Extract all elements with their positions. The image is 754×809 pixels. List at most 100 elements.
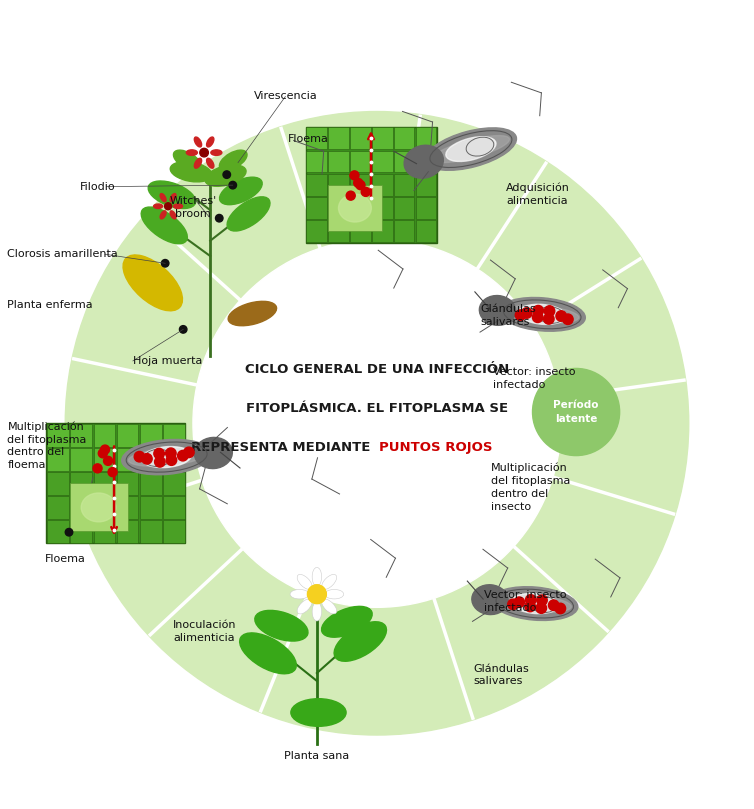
Ellipse shape [141,207,187,244]
Circle shape [356,180,365,189]
Bar [416,150,437,172]
Circle shape [166,448,176,459]
Bar [47,423,185,544]
Circle shape [103,456,112,465]
Circle shape [555,604,566,614]
Bar [70,424,92,447]
Bar [117,520,139,543]
Circle shape [514,597,525,608]
Ellipse shape [170,193,176,201]
Circle shape [556,311,566,321]
Text: FITOPLÁSMICA. EL FITOPLASMA SE: FITOPLÁSMICA. EL FITOPLASMA SE [246,402,508,415]
Bar [416,127,437,149]
Bar [306,127,326,149]
Ellipse shape [432,136,510,163]
Bar [48,424,69,447]
Ellipse shape [339,194,372,222]
Ellipse shape [446,137,496,162]
Text: Virescencia: Virescencia [253,91,317,101]
Circle shape [346,191,355,200]
Circle shape [537,595,547,605]
Bar [117,424,139,447]
Text: Hoja muerta: Hoja muerta [133,356,202,366]
Bar [394,150,415,172]
Bar [48,496,69,519]
Ellipse shape [321,607,372,637]
Ellipse shape [170,162,212,182]
Circle shape [166,455,176,465]
Ellipse shape [291,699,346,726]
Ellipse shape [195,438,232,468]
Bar [372,220,393,242]
Circle shape [522,307,532,318]
Text: Adquisición
alimenticia: Adquisición alimenticia [506,183,570,205]
Ellipse shape [160,193,166,201]
Ellipse shape [170,211,176,219]
Circle shape [179,325,187,333]
Ellipse shape [207,159,214,168]
Ellipse shape [149,181,195,209]
Bar [306,197,326,219]
Bar [394,174,415,196]
Circle shape [161,260,169,267]
Bar [394,127,415,149]
Circle shape [507,599,518,610]
Ellipse shape [297,574,312,590]
Ellipse shape [195,159,201,168]
Text: Glándulas
salivares: Glándulas salivares [474,663,529,686]
Bar [139,520,161,543]
Bar [328,174,348,196]
Circle shape [164,203,172,210]
Bar [163,448,185,471]
Ellipse shape [499,298,585,331]
Bar [372,174,393,196]
Bar [350,150,371,172]
Text: CICLO GENERAL DE UNA INFECCIÓN: CICLO GENERAL DE UNA INFECCIÓN [245,362,509,375]
Ellipse shape [480,295,516,325]
Bar [394,197,415,219]
Bar [327,184,382,231]
Bar [163,496,185,519]
Circle shape [66,528,72,536]
Circle shape [532,312,543,323]
Ellipse shape [240,633,296,674]
Ellipse shape [81,493,116,522]
Bar [372,197,393,219]
Ellipse shape [207,137,214,147]
Circle shape [154,448,164,459]
Bar [416,197,437,219]
Bar [350,197,371,219]
Circle shape [544,314,554,324]
Bar [48,520,69,543]
Bar [70,496,92,519]
Bar [328,220,348,242]
Bar [93,520,115,543]
Bar [69,484,127,532]
Bar [139,448,161,471]
Ellipse shape [121,439,212,475]
Circle shape [177,451,188,461]
Text: Multiplicación
del fitoplasma
dentro del
insecto: Multiplicación del fitoplasma dentro del… [491,463,571,511]
Ellipse shape [322,574,336,590]
Circle shape [350,171,359,180]
Bar [350,174,371,196]
Bar [306,150,326,172]
Bar [163,520,185,543]
Ellipse shape [227,197,270,231]
Circle shape [525,601,535,612]
Bar [93,448,115,471]
Circle shape [216,214,223,222]
Ellipse shape [173,150,201,171]
Bar [117,496,139,519]
Ellipse shape [290,590,309,599]
Circle shape [533,306,544,316]
Circle shape [193,239,561,608]
Circle shape [536,603,547,613]
Bar [139,496,161,519]
Ellipse shape [154,204,163,209]
Text: Clorosis amarillenta: Clorosis amarillenta [8,249,118,259]
Text: Vector: insecto
infectado: Vector: insecto infectado [493,366,576,390]
Circle shape [544,306,555,316]
Ellipse shape [205,165,246,186]
Ellipse shape [325,590,344,599]
